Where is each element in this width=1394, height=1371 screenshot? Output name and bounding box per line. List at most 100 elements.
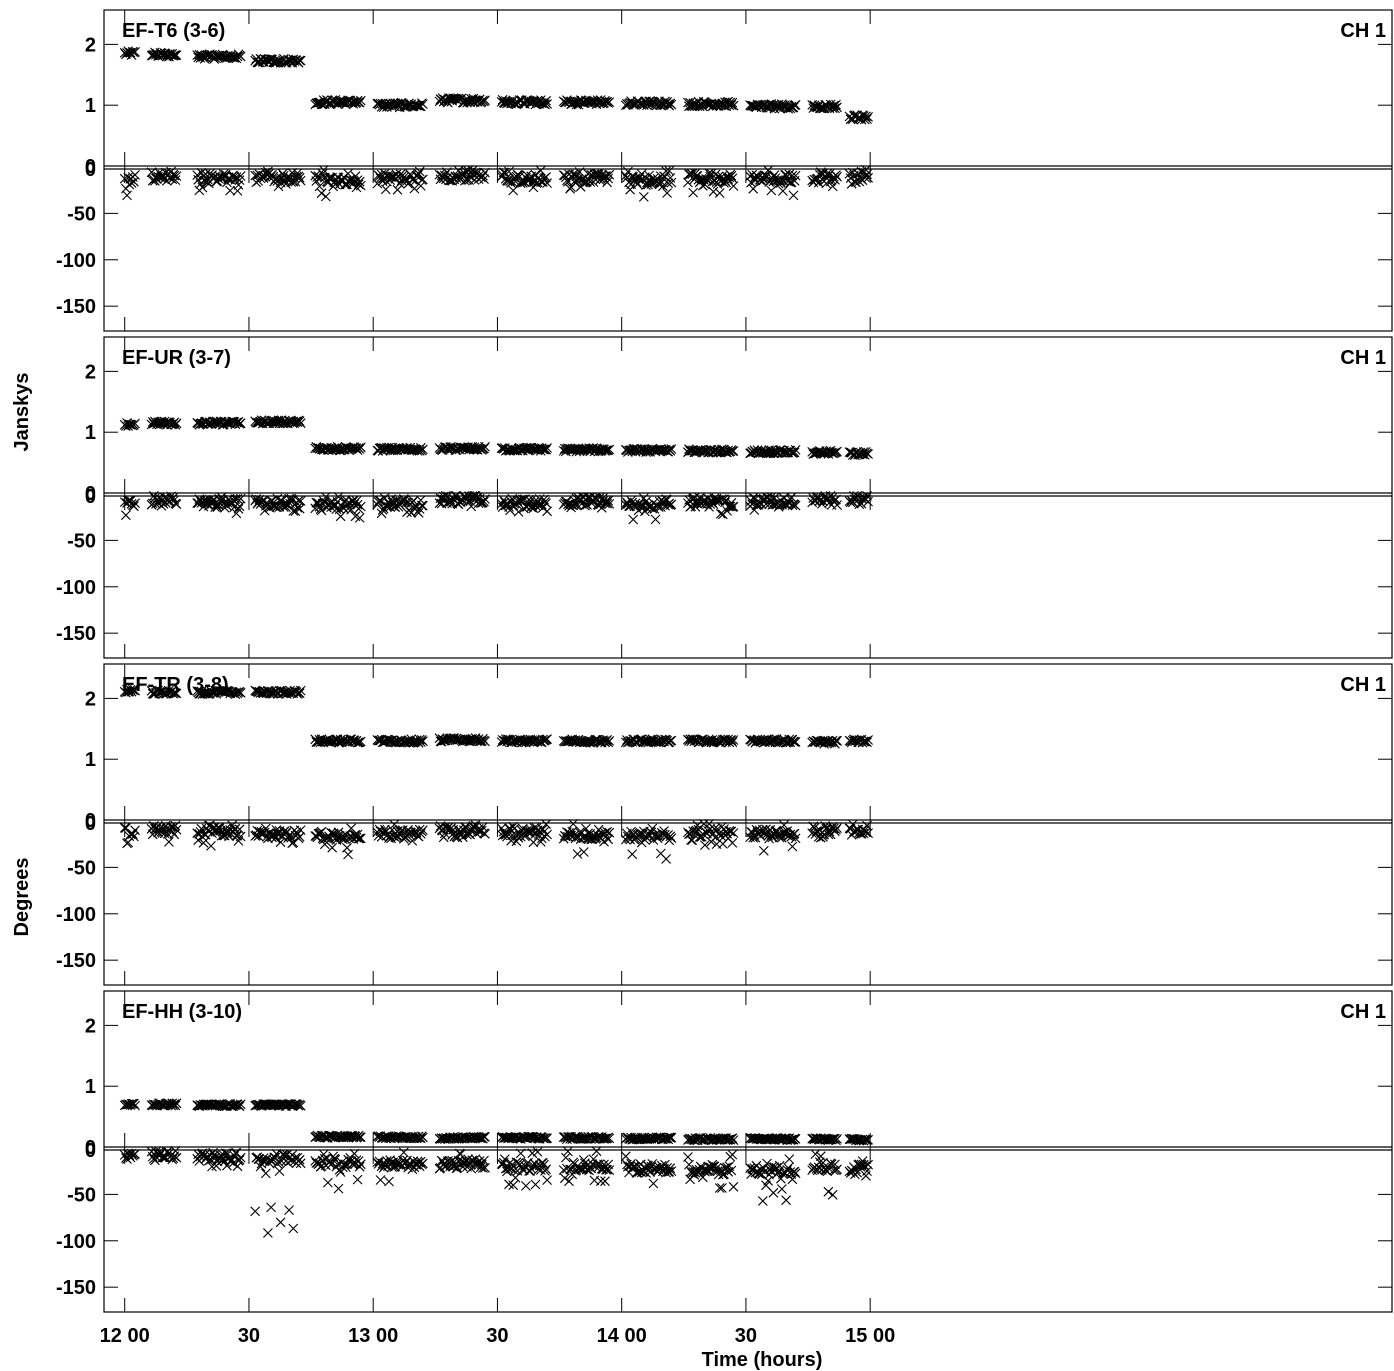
phase-point [714,1183,725,1193]
phase-point [479,496,489,507]
amplitude-point [232,51,243,62]
phase-point [863,172,873,183]
phase-point [355,180,366,191]
phase-point [122,190,132,201]
phase-point [130,170,140,180]
amplitude-point [862,114,872,124]
phase-point [372,178,383,189]
amplitude-point [235,51,246,62]
y-tick-label: 1 [85,95,96,117]
x-tick-label: 30 [735,1325,757,1347]
amplitude-point [601,445,611,456]
phase-point [234,175,245,185]
amplitude-point [831,99,841,110]
phase-point [293,495,304,506]
phase-point [512,495,523,506]
y-tick-label: 0 [85,156,96,178]
phase-point [602,498,612,509]
phase-point [121,510,131,521]
phase-point [316,188,327,199]
phase-point [295,825,306,835]
amplitude-point [202,50,213,60]
phase-point [788,190,799,201]
amplitude-point [666,735,677,746]
amplitude-point [540,99,550,110]
y-axis-label-phase: Degrees [11,858,33,937]
phase-point [250,1206,261,1217]
amplitude-point [393,99,404,109]
y-tick-label: 0 [85,159,96,181]
amplitude-point [728,100,739,111]
phase-point [415,181,426,191]
phase-point [197,182,208,193]
x-tick-label: 12 00 [100,1325,150,1347]
phase-point [572,849,583,859]
phase-point [335,511,346,522]
y-tick-label: -100 [56,577,96,599]
phase-point [683,177,693,188]
y-tick-label: 2 [85,361,96,383]
phase-point [292,168,303,178]
phase-point [201,177,212,187]
phase-point [627,849,638,860]
phase-point [604,169,615,180]
phase-point [692,171,703,181]
phase-point [827,181,838,192]
phase-point [542,1175,552,1185]
amplitude-point [130,47,140,57]
data-series [119,1098,873,1238]
phase-point [747,169,758,180]
y-tick-label: 1 [85,749,96,771]
phase-point [288,1223,299,1234]
channel-label: CH 1 [1340,20,1386,42]
x-tick-label: 14 00 [597,1325,647,1347]
amplitude-point [604,444,615,455]
amplitude-point [418,444,428,455]
phase-point [823,1186,834,1197]
phase-point [728,181,739,191]
phase-point [467,165,478,176]
amplitude-point [231,417,242,428]
phase-point [374,495,385,506]
phase-point [578,847,589,857]
amplitude-point [479,443,489,454]
phase-point [274,174,285,184]
phase-point [320,492,331,502]
amplitude-point [235,418,246,429]
amplitude-point [509,98,520,109]
phase-point [757,1196,768,1206]
baseline-label: EF-HH (3-10) [122,1001,242,1023]
phase-point [466,501,477,512]
phase-point [600,1176,610,1187]
phase-point [232,186,243,196]
y-axis-label-amplitude: Janskys [11,373,33,452]
amplitude-point [480,441,490,452]
phase-point [658,181,668,192]
amplitude-point [727,97,738,108]
phase-point [418,500,428,511]
amplitude-point [764,99,774,110]
phase-point [274,1166,285,1176]
phase-point [170,175,181,185]
phase-point [822,168,833,179]
phase-point [343,168,353,179]
amplitude-point [294,55,305,66]
phase-point [862,169,872,180]
phase-point [409,183,420,194]
y-tick-label: 2 [85,688,96,710]
phase-point [574,167,585,177]
phase-point [351,496,362,506]
phase-point [394,178,405,189]
amplitude-point [584,443,594,454]
phase-point [398,1147,409,1158]
phase-point [333,1183,344,1194]
phase-point [577,177,588,188]
phase-point [503,176,513,186]
phase-point [343,849,353,860]
phase-point [146,167,157,178]
amplitude-point [263,54,273,65]
panel-frame [103,336,1393,659]
phase-point [460,175,470,186]
